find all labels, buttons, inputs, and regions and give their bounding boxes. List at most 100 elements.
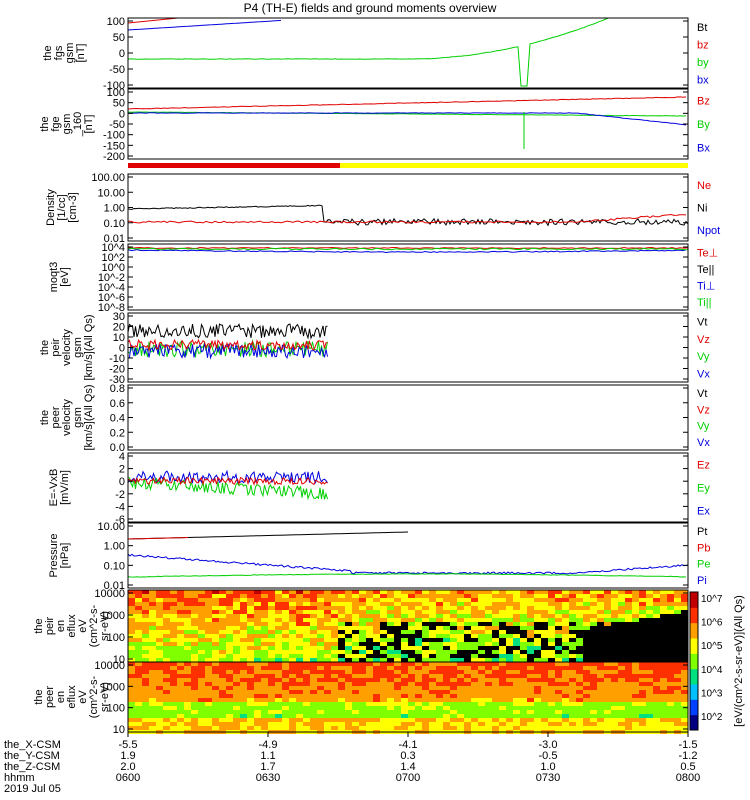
xrow-3-3: 0730 [536, 772, 560, 784]
ytick-peir_spec-3: 10 [113, 654, 125, 666]
legend-density-0: Ne [697, 180, 711, 192]
fge-bx-line [127, 112, 687, 126]
xrow-label-3: hhmm [4, 772, 35, 784]
panel-frame-efield [127, 452, 689, 523]
fgs-by-line [127, 17, 609, 87]
ytick-temp-3: 10^-2 [98, 272, 125, 284]
ytick-peirv-1: 20 [113, 322, 125, 334]
ylabel-peer_spec-6: sr-eV) [99, 682, 111, 712]
pressure-pb-line [127, 537, 189, 540]
xrow-2-1: 1.7 [260, 761, 275, 773]
peer-spectrogram [128, 662, 688, 734]
xrow-2-2: 1.4 [400, 761, 415, 773]
xrow-3-1: 0630 [256, 772, 280, 784]
legend-temp-1: Te|| [697, 264, 714, 276]
ytick-peer_spec-1: 1000 [101, 681, 125, 693]
colorbar-tick-0: 10^7 [701, 594, 723, 605]
ylabel-peir_spec-1: peir [44, 616, 56, 635]
panel-frames [127, 17, 699, 737]
ylabel-peirv-1: peir [50, 338, 62, 357]
legend-fgs-3: bx [697, 74, 709, 86]
efield-ez-line [127, 476, 328, 486]
ylabel-peer_spec-0: the [33, 689, 45, 704]
ytick-fge-5: -150 [103, 140, 125, 152]
ytick-efield-4: -4 [115, 501, 125, 513]
xrow-1-1: 1.1 [260, 750, 275, 762]
ylabel-density-2: [cm-3] [67, 192, 79, 223]
legend-fge-0: Bz [697, 96, 710, 108]
ylabel-fge-0: the [39, 116, 51, 131]
legend-fgs-1: bz [697, 39, 709, 51]
ylabel-pressure-0: Pressure [48, 533, 60, 577]
xrow-3-4: 0800 [676, 772, 700, 784]
ylabel-density-0: Density [45, 189, 57, 226]
ytick-density-3: 0.10 [104, 218, 125, 230]
xrow-2-3: 1.0 [540, 761, 555, 773]
ytick-fgs-1: 50 [113, 32, 125, 44]
ytick-peir_spec-0: 10000 [94, 588, 125, 600]
colorbar-tick-5: 10^2 [701, 712, 723, 723]
xrow-1-3: -0.5 [539, 750, 558, 762]
ytick-fge-1: 50 [113, 98, 125, 110]
legend-peirv-2: Vy [697, 351, 710, 363]
ylabel-fge-2: gsm [61, 114, 73, 135]
ylabel-peir_spec-3: eflux [66, 614, 78, 638]
ylabel-fge-1: fge [50, 116, 62, 131]
legend-peirv-1: Vz [697, 334, 710, 346]
status-bar-yellow [340, 163, 688, 168]
pressure-pe-line [127, 573, 687, 578]
ytick-pressure-0: 10.00 [97, 521, 125, 533]
ylabel-peer_spec-4: eV [77, 690, 89, 704]
ytick-peirv-2: 10 [113, 332, 125, 344]
legend-density-2: Npot [697, 225, 720, 237]
legend-efield-0: Ez [697, 460, 710, 472]
xrow-2-0: 2.0 [120, 761, 135, 773]
density-ni-line [127, 204, 689, 227]
ytick-peerv-2: 0.4 [110, 413, 125, 425]
legend-peerv-2: Vy [697, 421, 710, 433]
ytick-efield-3: -2 [115, 489, 125, 501]
fge-bz-line [127, 96, 687, 110]
ylabel-fge-4: [nT] [83, 115, 95, 134]
ylabel-pressure-1: [nPa] [59, 543, 71, 569]
ytick-density-4: 0.01 [104, 233, 125, 245]
ytick-fgs-2: 0 [119, 48, 125, 60]
temp-ti-line [127, 249, 687, 254]
ytick-peer_spec-0: 10000 [94, 660, 125, 672]
velocity-vz-line [127, 338, 328, 352]
legend-temp-3: Ti|| [697, 297, 711, 309]
colorbar-label: [eV/(cm^2-s-sr-eV)](All Qs) [733, 595, 745, 727]
ytick-efield-2: 0 [119, 476, 125, 488]
ylabel-fgs-1: fgs [53, 45, 65, 60]
spectrograms [128, 590, 688, 734]
ylabel-efield-0: E=-VxB [48, 469, 60, 507]
peir-spectrogram [128, 590, 688, 662]
ytick-peirv-0: 30 [113, 311, 125, 323]
legend-peerv-3: Vx [697, 437, 710, 449]
panel-frame-pressure [127, 522, 689, 589]
ylabel-density-1: [1/cc] [56, 194, 68, 220]
legend-temp-0: Te⊥ [697, 247, 718, 259]
ytick-fge-2: 0 [119, 108, 125, 120]
velocity-vt-line [127, 322, 328, 340]
ytick-peer_spec-3: 10 [113, 724, 125, 736]
xrow-0-2: -4.1 [399, 739, 418, 751]
legend-density-1: Ni [697, 203, 707, 215]
ylabel-peerv-2: velocity [61, 399, 73, 436]
density-ne-line [127, 213, 687, 224]
xrow-label-2: the_Z-CSM [4, 761, 60, 773]
ylabel-fgs-0: the [42, 45, 54, 60]
plot-title: P4 (TH-E) fields and ground moments over… [244, 1, 497, 15]
ytick-efield-5: -6 [115, 514, 125, 526]
ytick-pressure-1: 1.00 [104, 541, 125, 553]
ytick-peirv-4: -10 [109, 353, 125, 365]
legend-pressure-2: Pe [697, 559, 710, 571]
ytick-peir_spec-2: 100 [107, 632, 125, 644]
colorbar-tick-2: 10^5 [701, 641, 723, 652]
ytick-fge-6: -200 [103, 151, 125, 163]
xrow-3-2: 0700 [396, 772, 420, 784]
ylabel-peer_spec-5: (cm^2-s- [88, 675, 100, 718]
